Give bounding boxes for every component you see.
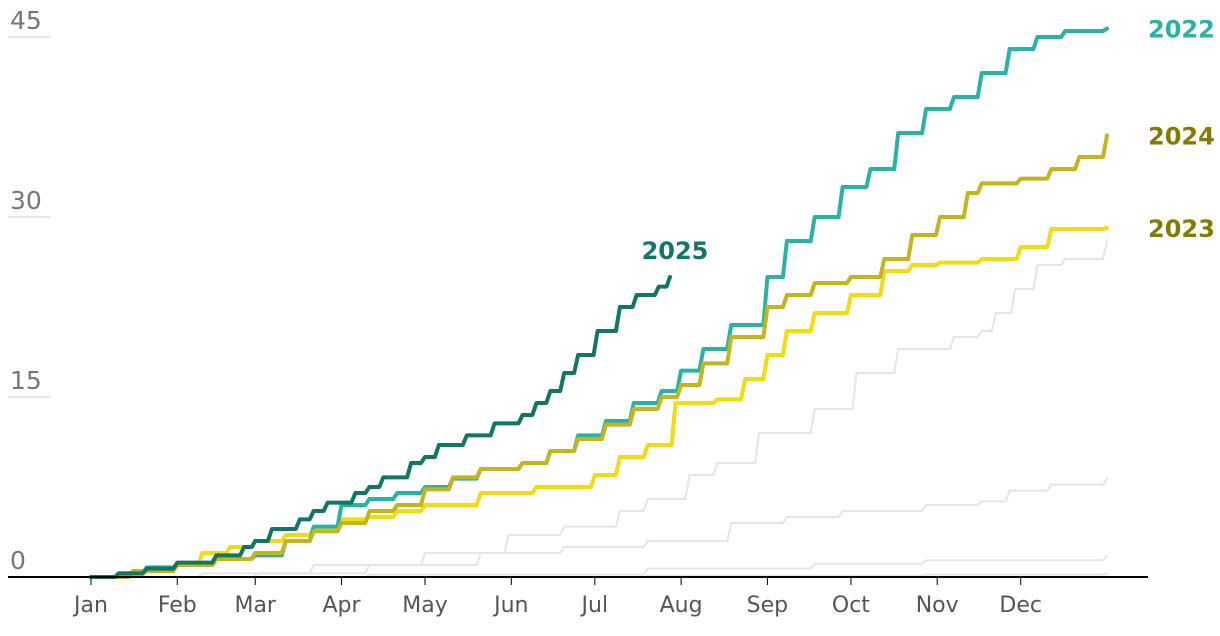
- x-tick-label: Nov: [916, 593, 959, 618]
- y-gridlines: [8, 36, 50, 398]
- series-label-2024: 2024: [1148, 122, 1215, 150]
- series-label-2022: 2022: [1148, 16, 1215, 44]
- series-line-2025: [89, 275, 672, 579]
- x-tick-label: Apr: [322, 593, 361, 618]
- series-line-2024: [89, 133, 1109, 579]
- series-label-2023: 2023: [1148, 215, 1215, 243]
- y-tick-label: 45: [10, 6, 42, 35]
- series-line-2022: [89, 26, 1109, 579]
- y-tick-label: 30: [10, 186, 42, 215]
- x-tick-label: Sep: [747, 593, 788, 618]
- series-lines: [89, 26, 1109, 579]
- background-series-line: [90, 240, 1108, 578]
- x-tick-label: Dec: [999, 593, 1042, 618]
- y-tick-label: 15: [10, 366, 42, 395]
- series-label-2025: 2025: [642, 237, 709, 265]
- series-labels: 2022 2024 2023 2025: [642, 16, 1215, 265]
- x-tick-label: Jul: [580, 593, 609, 618]
- y-axis-ticks: 0 15 30 45: [10, 6, 42, 575]
- background-series-line: [90, 477, 1108, 578]
- x-axis-ticks: Jan Feb Mar Apr May Jun Jul Aug Sep Oct Nov Dec: [72, 577, 1042, 618]
- series-line-2023: [89, 225, 1109, 579]
- x-tick-label: Mar: [234, 593, 276, 618]
- y-tick-label: 0: [10, 546, 26, 575]
- x-tick-label: Aug: [660, 593, 703, 618]
- x-tick-label: Jan: [72, 593, 108, 618]
- x-tick-label: Jun: [492, 593, 528, 618]
- x-tick-label: Feb: [158, 593, 197, 618]
- background-series-line: [90, 554, 1108, 578]
- x-tick-label: Oct: [832, 593, 870, 618]
- x-tick-label: May: [402, 593, 447, 618]
